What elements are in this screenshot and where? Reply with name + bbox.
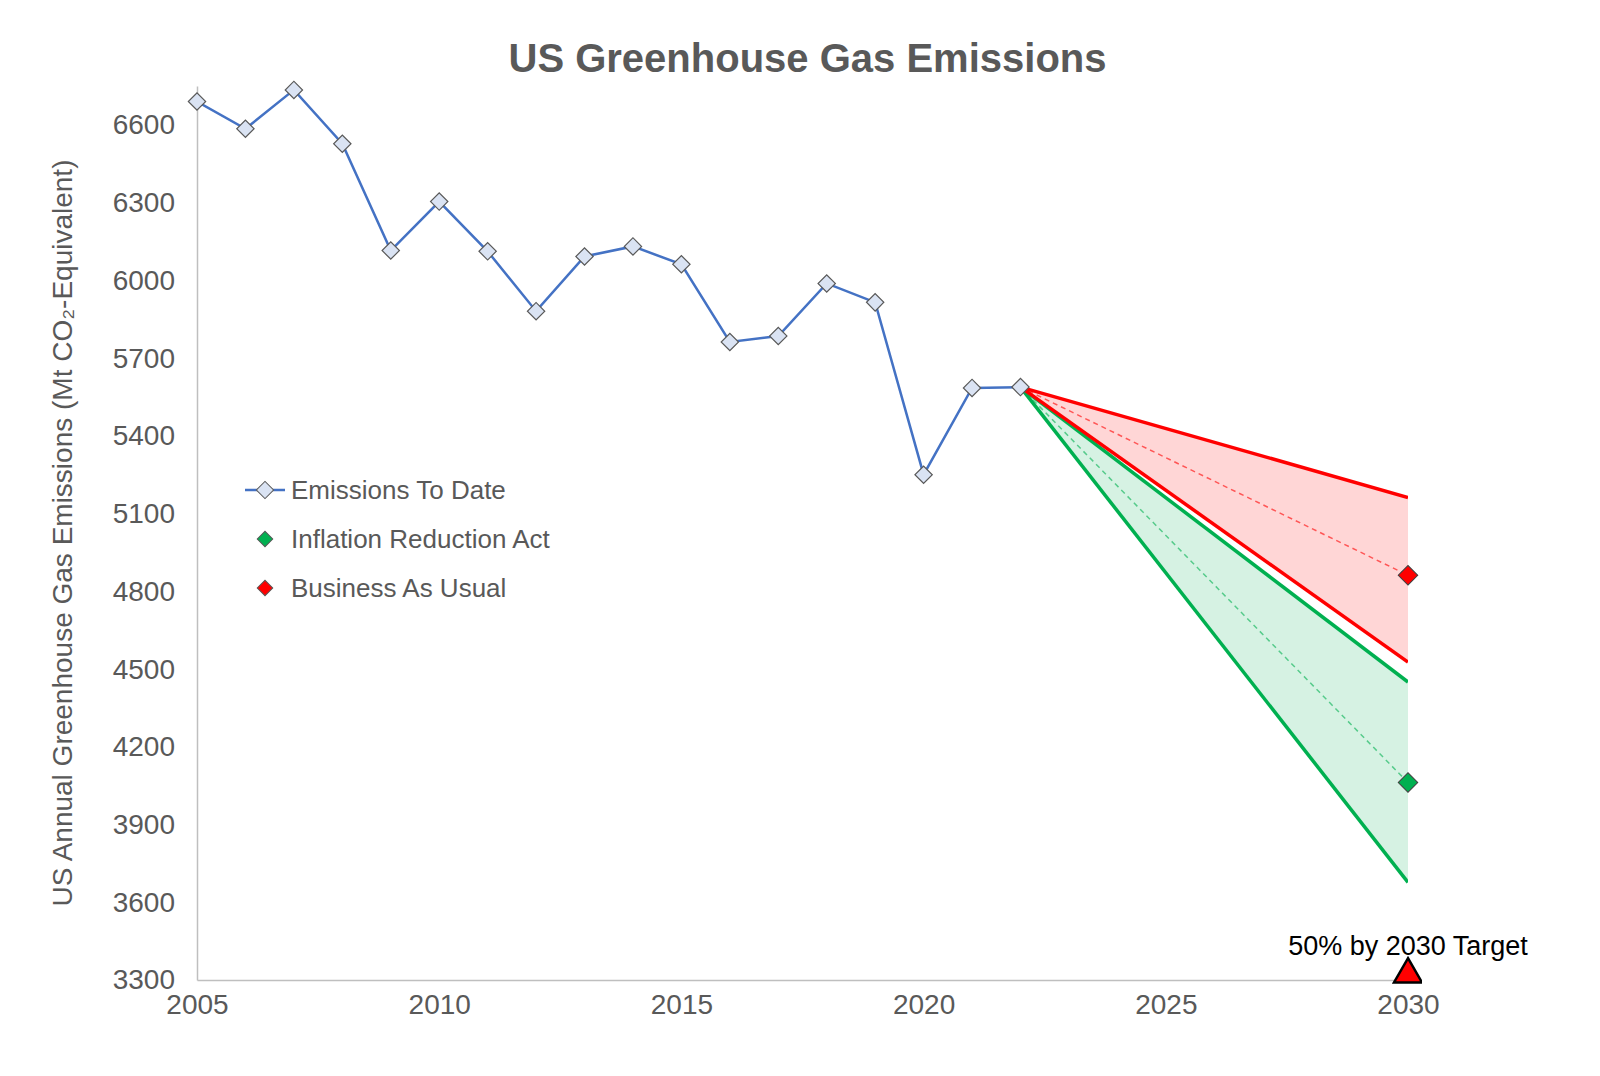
series-marker — [963, 379, 980, 396]
plot-area — [197, 90, 1408, 882]
y-tick: 4500 — [113, 654, 197, 685]
x-axis: 2005 2010 2015 2020 2025 2030 — [166, 980, 1439, 1020]
y-tick: 3600 — [113, 887, 197, 918]
range-central-line — [1020, 387, 1408, 782]
series-marker — [527, 303, 544, 320]
y-axis: 3300 3600 3900 4200 4500 4800 5100 5400 5700 6000… — [113, 87, 198, 996]
series-marker — [285, 81, 302, 98]
x-tick-label: 2010 — [409, 989, 471, 1020]
series-line — [197, 90, 1020, 475]
legend: Emissions To Date Inflation Reduction Act… — [245, 475, 550, 603]
series-marker — [818, 275, 835, 292]
y-axis-line — [197, 87, 199, 981]
range-marker — [1398, 773, 1417, 792]
y-tick: 6300 — [113, 187, 197, 218]
y-tick-label: 3300 — [113, 964, 175, 995]
x-tick-label: 2015 — [651, 989, 713, 1020]
range-marker — [1398, 565, 1417, 584]
range-lower-line — [1020, 387, 1408, 882]
y-tick-label: 5400 — [113, 420, 175, 451]
range-central-line — [1020, 387, 1408, 575]
series-marker — [721, 333, 738, 350]
y-tick-label: 5700 — [113, 343, 175, 374]
series-marker — [382, 242, 399, 259]
x-axis-line — [198, 980, 1409, 982]
range-area — [1020, 387, 1408, 882]
y-tick: 3900 — [113, 809, 197, 840]
legend-marker — [256, 481, 273, 498]
legend-item: Emissions To Date — [245, 475, 506, 505]
series-marker — [576, 248, 593, 265]
y-tick: 4200 — [113, 731, 197, 762]
y-tick-label: 4500 — [113, 654, 175, 685]
chart: US Greenhouse Gas Emissions US Annual Gre… — [0, 0, 1600, 1076]
y-tick-label: 6600 — [113, 109, 175, 140]
x-tick-label: 2005 — [166, 989, 228, 1020]
range-upper-line — [1020, 387, 1408, 682]
legend-item: Business As Usual — [257, 573, 506, 603]
y-tick: 4800 — [113, 576, 197, 607]
annotation-text: 50% by 2030 Target — [1288, 931, 1528, 961]
series-marker — [867, 294, 884, 311]
y-tick: 5100 — [113, 498, 197, 529]
series-marker — [915, 466, 932, 483]
x-tick: 2005 — [166, 980, 228, 1020]
x-tick: 2020 — [893, 980, 955, 1020]
y-tick-label: 4200 — [113, 731, 175, 762]
x-tick: 2030 — [1377, 980, 1439, 1020]
y-tick-label: 3600 — [113, 887, 175, 918]
y-tick-label: 6300 — [113, 187, 175, 218]
series-marker — [770, 327, 787, 344]
x-tick: 2025 — [1135, 980, 1197, 1020]
range-area — [1020, 387, 1408, 662]
annotation-marker — [1394, 958, 1422, 982]
y-tick: 5400 — [113, 420, 197, 451]
legend-marker — [257, 580, 272, 595]
range-upper-line — [1020, 387, 1408, 497]
series-marker — [673, 256, 690, 273]
series-marker — [334, 135, 351, 152]
y-tick-label: 6000 — [113, 265, 175, 296]
markers — [188, 81, 1422, 982]
y-tick: 5700 — [113, 343, 197, 374]
legend-label: Business As Usual — [291, 573, 506, 603]
series-marker — [237, 120, 254, 137]
y-tick-label: 3900 — [113, 809, 175, 840]
legend-item: Inflation Reduction Act — [257, 524, 550, 554]
series-marker — [188, 93, 205, 110]
y-tick: 6600 — [113, 109, 197, 140]
series-marker — [624, 238, 641, 255]
y-axis-title: US Annual Greenhouse Gas Emissions (Mt C… — [47, 160, 78, 907]
legend-marker — [257, 531, 272, 546]
title: US Greenhouse Gas Emissions — [509, 36, 1107, 80]
x-tick-label: 2020 — [893, 989, 955, 1020]
series-marker — [1012, 378, 1029, 395]
series-marker — [479, 243, 496, 260]
x-tick-label: 2025 — [1135, 989, 1197, 1020]
range-lower-line — [1020, 387, 1408, 662]
y-tick: 3300 — [113, 964, 197, 995]
x-tick-label: 2030 — [1377, 989, 1439, 1020]
y-tick-label: 4800 — [113, 576, 175, 607]
legend-label: Inflation Reduction Act — [291, 524, 550, 554]
series-marker — [431, 193, 448, 210]
x-tick: 2015 — [651, 980, 713, 1020]
legend-label: Emissions To Date — [291, 475, 506, 505]
y-tick-label: 5100 — [113, 498, 175, 529]
x-tick: 2010 — [409, 980, 471, 1020]
y-tick: 6000 — [113, 265, 197, 296]
